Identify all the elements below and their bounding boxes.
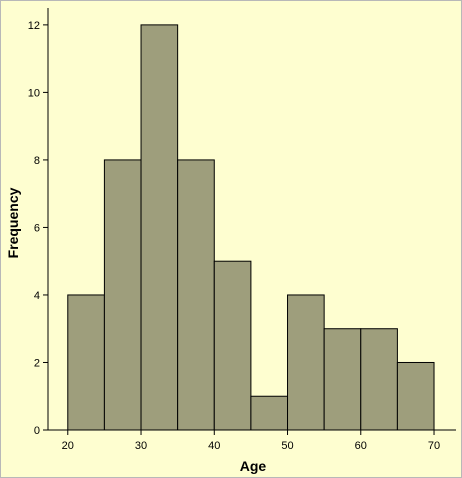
histogram-bar bbox=[177, 159, 215, 431]
y-axis-title: Frequency bbox=[5, 187, 21, 258]
histogram-bar bbox=[103, 159, 142, 431]
x-axis-title: Age bbox=[240, 458, 267, 474]
y-tick-label: 4 bbox=[34, 290, 40, 302]
y-ticks-group: 0 2 4 6 8 10 12 bbox=[28, 20, 48, 437]
x-tick-label: 30 bbox=[135, 440, 147, 452]
x-ticks-group: 20 30 40 50 60 70 bbox=[62, 430, 440, 452]
histogram-bar bbox=[287, 294, 325, 431]
histogram-bar bbox=[250, 395, 289, 431]
histogram-bar bbox=[323, 328, 362, 431]
y-tick-label: 12 bbox=[28, 20, 40, 32]
histogram-bar bbox=[213, 260, 252, 431]
y-tick-label: 10 bbox=[28, 87, 40, 99]
y-tick-label: 8 bbox=[34, 155, 40, 167]
x-tick-label: 20 bbox=[62, 440, 74, 452]
y-tick-label: 2 bbox=[34, 357, 40, 369]
y-tick-label: 0 bbox=[34, 425, 40, 437]
bars-group bbox=[67, 24, 435, 431]
histogram-bar bbox=[140, 24, 179, 431]
y-tick-label: 6 bbox=[34, 222, 40, 234]
x-tick-label: 50 bbox=[281, 440, 293, 452]
x-tick-label: 40 bbox=[208, 440, 220, 452]
x-tick-label: 70 bbox=[428, 440, 440, 452]
x-tick-label: 60 bbox=[355, 440, 367, 452]
histogram-bar bbox=[360, 328, 398, 431]
histogram-bar bbox=[67, 294, 105, 431]
histogram-bar bbox=[396, 361, 435, 431]
